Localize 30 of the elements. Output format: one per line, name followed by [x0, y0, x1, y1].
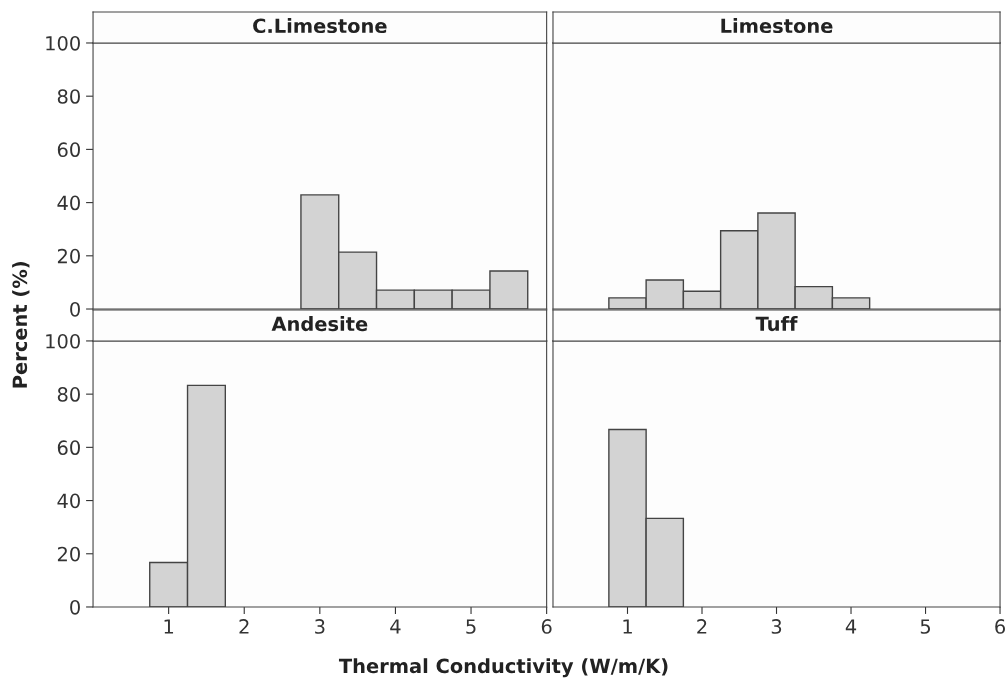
x-tick-label: 1 — [623, 619, 632, 634]
y-tick-label: 20 — [57, 248, 80, 264]
x-axis-title: Thermal Conductivity (W/m/K) — [338, 658, 668, 678]
chart-title: Limestone — [721, 18, 833, 34]
x-tick-label: 5 — [920, 619, 931, 634]
x-tick-label: 3 — [771, 619, 782, 634]
x-tick-label: 4 — [845, 619, 857, 634]
y-tick-label: 100 — [46, 35, 80, 51]
y-tick-label: 80 — [57, 89, 80, 104]
chart-title: Andesite — [271, 316, 368, 332]
x-tick-label: 4 — [390, 619, 401, 634]
y-tick-label: 60 — [57, 142, 80, 158]
chart-title: C.Limestone — [253, 18, 387, 34]
x-tick-label: 3 — [315, 619, 325, 634]
y-tick-label: 0 — [70, 599, 80, 615]
y-tick-label: 40 — [57, 493, 80, 509]
x-tick-label: 6 — [995, 619, 1005, 634]
x-tick-label: 6 — [541, 619, 552, 634]
y-tick-label: 80 — [57, 387, 80, 402]
y-tick-label: 40 — [57, 195, 80, 211]
x-tick-label: 2 — [697, 619, 707, 634]
x-tick-label: 2 — [239, 619, 249, 634]
y-tick-label: 0 — [70, 301, 80, 317]
y-tick-label: 60 — [57, 440, 80, 456]
y-tick-label: 100 — [46, 333, 80, 349]
y-tick-label: 20 — [57, 546, 80, 562]
y-axis-title: Percent (%) — [12, 261, 30, 388]
chart-title: Tuff — [755, 316, 798, 332]
x-tick-label: 5 — [466, 619, 476, 634]
x-tick-label: 1 — [164, 619, 174, 634]
